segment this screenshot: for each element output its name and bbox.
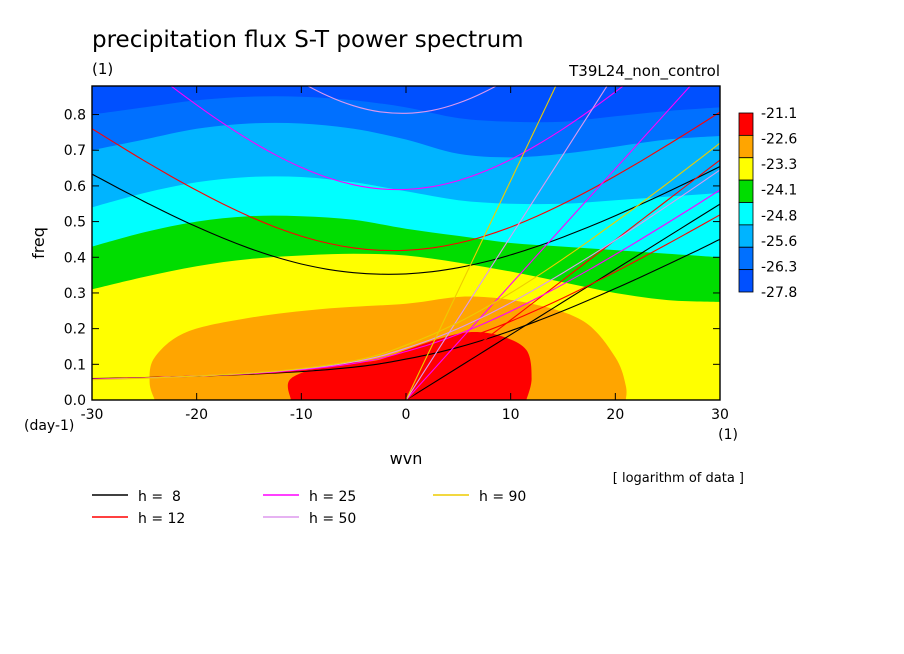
kelvin-wave-curve [405, 86, 691, 400]
kelvin-wave-curve [405, 86, 608, 400]
y-tick-label: 0.3 [64, 286, 86, 302]
y-tick-label: 0.8 [64, 108, 86, 124]
er-wave-curve [92, 111, 720, 252]
dispersion-series-5 [92, 0, 720, 400]
y-tick-label: 0.2 [64, 322, 86, 338]
legend-item: h = 25 [263, 489, 356, 505]
colorbar-swatch [738, 134, 754, 159]
data-note: [ logarithm of data ] [613, 471, 744, 486]
y-tick-label: 0.5 [64, 215, 86, 231]
legend-item: h = 50 [263, 511, 356, 527]
colorbar-swatch [738, 269, 754, 293]
er-wave-curve [306, 86, 498, 114]
y-axis: 0.0 0.1 0.2 0.3 0.4 0.5 0.6 0.7 0.8 [64, 108, 720, 409]
er-wave-curve [92, 0, 720, 25]
kelvin-wave-curve [405, 86, 557, 400]
er-wave-curve [92, 166, 720, 275]
colorbar-label: -26.3 [761, 259, 797, 275]
x-tick-label: -30 [81, 407, 104, 423]
kelvin-wave-curve [405, 159, 720, 400]
legend-label: h = 12 [138, 511, 185, 527]
colorbar-label: -24.1 [761, 183, 797, 199]
colorbar-swatch [738, 202, 754, 226]
colorbar-swatch [738, 246, 754, 271]
y-tick-label: 0.1 [64, 357, 86, 373]
colorbar-label: -24.8 [761, 208, 797, 224]
contour-core-2 [287, 332, 532, 400]
colorbar-label: -25.6 [761, 234, 797, 250]
y-axis-label: freq [29, 227, 48, 259]
colorbar-label: -22.6 [761, 132, 797, 148]
x-tick-label: -10 [290, 407, 313, 423]
legend-label: h = 90 [479, 489, 526, 505]
x-tick-label: -20 [185, 407, 208, 423]
mrg-wave-curve [92, 142, 720, 381]
x-axis: -30 -20 -10 0 10 20 30 [81, 86, 729, 423]
legend-item: h = 8 [92, 489, 181, 505]
y-tick-label: 0.6 [64, 179, 86, 195]
x-tick-label: 30 [711, 407, 729, 423]
x-axis-unit: (1) [718, 427, 738, 443]
chart-subtitle-left: (1) [92, 60, 113, 78]
colorbar-swatch [738, 179, 754, 203]
colorbar-swatch [738, 157, 754, 181]
x-tick-label: 0 [402, 407, 411, 423]
legend-label: h = 8 [138, 489, 181, 505]
colorbar-label: -23.3 [761, 157, 797, 173]
x-tick-label: 20 [606, 407, 624, 423]
chart-title: precipitation flux S-T power spectrum [92, 27, 524, 53]
y-tick-label: 0.4 [64, 250, 86, 266]
y-tick-label: 0.7 [64, 143, 86, 159]
legend: h = 8 h = 12 h = 25 h = 50 h = 90 [92, 489, 526, 527]
legend-label: h = 25 [309, 489, 356, 505]
dispersion-curves [92, 0, 720, 400]
legend-item: h = 90 [433, 489, 526, 505]
x-axis-label: wvn [390, 449, 423, 468]
x-tick-label: 10 [502, 407, 520, 423]
colorbar-label: -27.8 [761, 285, 797, 301]
colorbar-label: -21.1 [761, 106, 797, 122]
legend-label: h = 50 [309, 511, 356, 527]
contour-fills [92, 96, 720, 400]
colorbar-swatch [738, 224, 754, 248]
chart-subtitle-right: T39L24_non_control [568, 62, 720, 81]
legend-item: h = 12 [92, 511, 185, 527]
colorbar: -21.1 -22.6 -23.3 -24.1 -24.8 -25.6 -26.3 -27.8 [738, 106, 797, 301]
plot-area [92, 0, 720, 400]
colorbar-swatch [738, 112, 754, 136]
y-axis-unit: (day-1) [24, 418, 74, 434]
y-tick-label: 0.0 [64, 393, 86, 409]
